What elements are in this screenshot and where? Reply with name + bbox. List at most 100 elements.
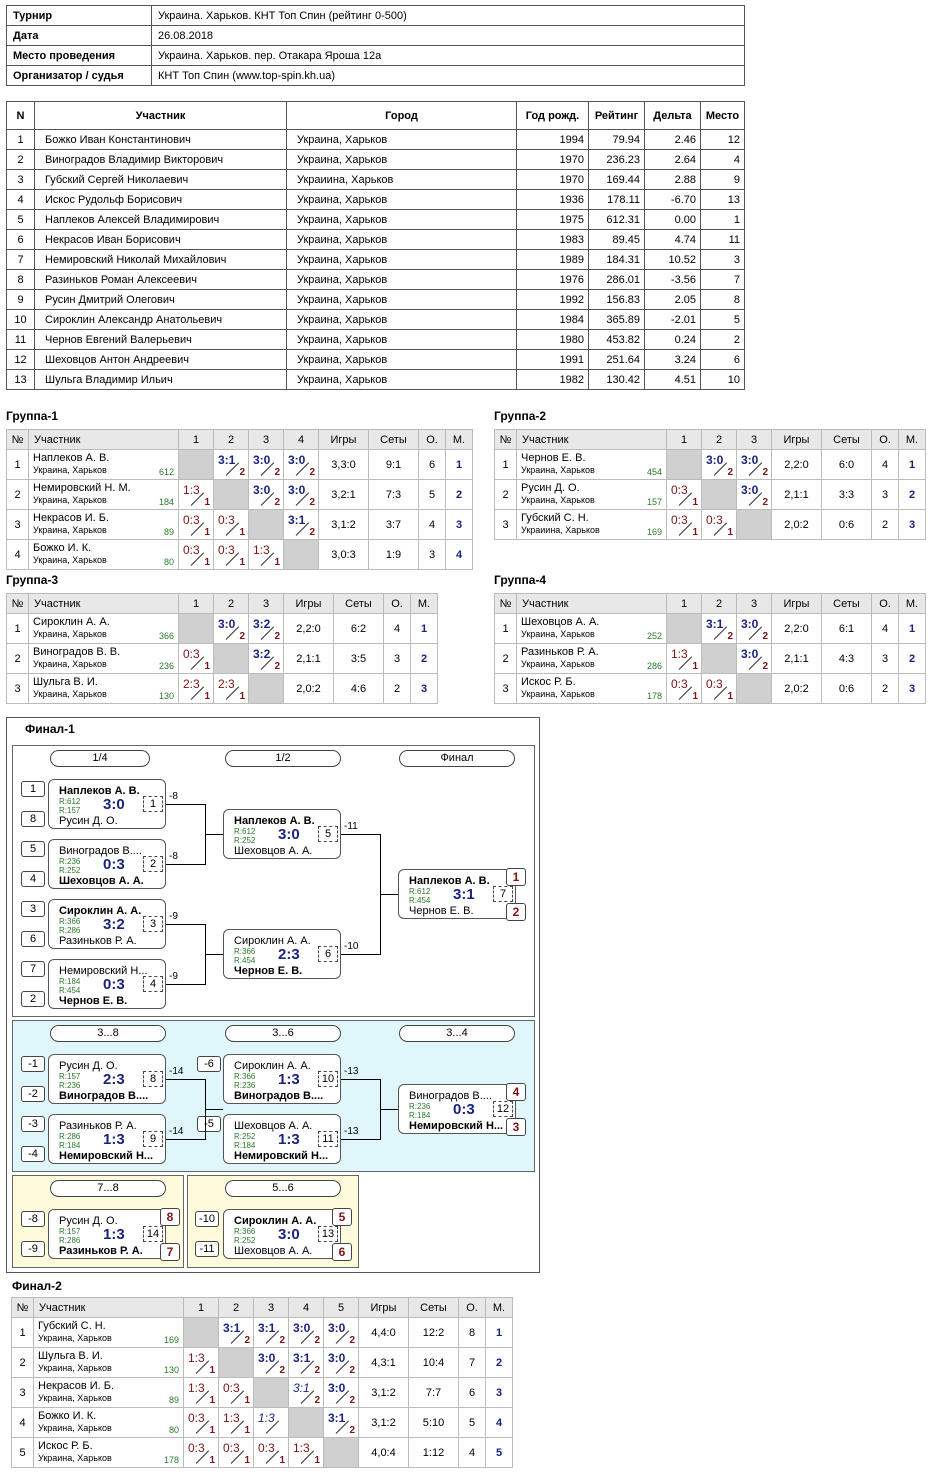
- player-city: Украина, Харьков: [38, 1333, 112, 1343]
- match-player-2: Виноградов В....: [234, 1090, 324, 1102]
- col-n: №: [6, 429, 29, 450]
- score-points: 1: [692, 661, 698, 672]
- match-cell: 3:1 2: [288, 1377, 324, 1408]
- player-rating: 80: [163, 557, 174, 567]
- match-cell: 3:1 2: [701, 613, 737, 644]
- match-cell: 1:3 1: [183, 1377, 219, 1408]
- points: 6: [418, 449, 446, 480]
- score-value: 3:1: [223, 1321, 241, 1335]
- info-row: Турнир Украина. Харьков. КНТ Топ Спин (ре…: [6, 5, 745, 26]
- player-city: Украина, Харьков: [38, 1453, 112, 1463]
- participant-cell: 0.24: [644, 329, 701, 350]
- player-city: Украина, Харьков: [33, 629, 107, 639]
- final-place-box: 6: [332, 1243, 352, 1261]
- participant-cell: Украина, Харьков: [286, 309, 517, 330]
- group-row: 1 Сироклин А. А. Украина, Харьков 366 3:0 2 3:…: [6, 613, 438, 644]
- row-number: 4: [11, 1407, 34, 1438]
- score-value: 3:0: [328, 1321, 346, 1335]
- score-points: 1: [727, 527, 733, 538]
- participant-cell: Украина, Харьков: [286, 329, 517, 350]
- match-rating-1: R:252: [234, 1132, 256, 1141]
- group-row: 1 Чернов Е. В. Украина, Харьков 454 3:0 2 3:0 2…: [494, 449, 926, 480]
- score-points: 1: [244, 1425, 250, 1436]
- participant-cell: 1975: [516, 209, 589, 230]
- score-value: 3:1: [258, 1321, 276, 1335]
- match-cell: [666, 613, 702, 644]
- games: 4,0:4: [358, 1437, 409, 1468]
- score-cell: 3:0 2: [737, 450, 771, 479]
- participant-cell: Шеховцов Антон Андреевич: [34, 349, 287, 370]
- participant-row: 11 Чернов Евгений Валерьевич Украина, Харь…: [6, 329, 745, 350]
- match-score: 0:3: [453, 1101, 475, 1118]
- match-number: 1: [143, 796, 163, 812]
- row-number: 3: [6, 673, 29, 704]
- score-points: 1: [209, 1455, 215, 1466]
- score-points: 1: [692, 527, 698, 538]
- participant-cell: 1992: [516, 289, 589, 310]
- player-city: Украина, Харьков: [521, 659, 595, 669]
- col-opponent: 1: [183, 1297, 219, 1318]
- final-place-box: 4: [506, 1083, 526, 1101]
- score-points: 2: [279, 1335, 285, 1346]
- column-header: Место: [700, 101, 745, 130]
- participant-cell: 612.31: [588, 209, 645, 230]
- participant-cell: 1976: [516, 269, 589, 290]
- match-score: 3:0: [278, 1226, 300, 1243]
- participant-cell: 5: [700, 309, 745, 330]
- column-header: Рейтинг: [588, 101, 645, 130]
- participant-cell: 89.45: [588, 229, 645, 250]
- place: 2: [410, 643, 438, 674]
- match-cell: [288, 1407, 324, 1438]
- player-name: Виноградов В. В.: [33, 646, 121, 658]
- match-rating-1: R:612: [234, 827, 256, 836]
- match-number: 14: [143, 1226, 163, 1242]
- match-cell: 1:3 1: [183, 1347, 219, 1378]
- player-name: Шульга В. И.: [38, 1350, 103, 1362]
- group-row: 2 Виноградов В. В. Украина, Харьков 236 0:3 1…: [6, 643, 438, 674]
- score-points: 1: [279, 1455, 285, 1466]
- group-header: № Участник 1 2 3 Игры Сеты О. М.: [6, 593, 438, 614]
- match-cell: 0:3 1: [218, 1437, 254, 1468]
- player-cell: Некрасов И. Б. Украина, Харьков 89: [33, 1377, 184, 1408]
- bracket-line: [166, 984, 206, 985]
- points: 4: [383, 613, 411, 644]
- score-cell: 3:0 2: [284, 480, 318, 509]
- match-player-2: Шеховцов А. А.: [234, 1245, 313, 1257]
- score-cell: 3:2 2: [249, 644, 283, 673]
- place: 3: [898, 509, 926, 540]
- match-cell: 2:3 1: [178, 673, 214, 704]
- seed-box: 3: [21, 901, 45, 917]
- match-score: 1:3: [103, 1226, 125, 1243]
- match-rating-1: R:157: [59, 1072, 81, 1081]
- score-points: 1: [239, 557, 245, 568]
- participant-cell: 4.74: [644, 229, 701, 250]
- score-value: 0:3: [218, 513, 235, 527]
- info-row: Дата 26.08.2018: [6, 25, 745, 46]
- match-cell: 3:1 2: [283, 509, 319, 540]
- match-player-1: Сироклин А. А.: [234, 935, 311, 947]
- match-cell: 0:3 1: [213, 539, 249, 570]
- match-number: 3: [143, 916, 163, 932]
- match-rating-1: R:612: [59, 797, 81, 806]
- match-player-2: Шеховцов А. А.: [59, 875, 144, 887]
- score-cell: 3:1 2: [219, 1318, 253, 1347]
- score-cell: 0:3 1: [179, 540, 213, 569]
- score-points: 1: [314, 1455, 320, 1466]
- bracket-match: Наплеков А. В. R:612 R:454 3:1 7 Чернов Е. В.: [398, 869, 516, 919]
- score-cell: 3:0 2: [737, 614, 771, 643]
- score-value: 3:0: [253, 453, 271, 467]
- score-points: 2: [349, 1425, 355, 1436]
- row-number: 2: [494, 643, 517, 674]
- score-cell: 3:0 2: [214, 614, 248, 643]
- participant-cell: Украина, Харьков: [286, 249, 517, 270]
- match-player-1: Наплеков А. В.: [59, 785, 140, 797]
- match-player-1: Разиньков Р. А.: [59, 1120, 137, 1132]
- participant-row: 5 Наплеков Алексей Владимирович Украина, Х…: [6, 209, 745, 230]
- score-cell: 3:1 2: [284, 510, 318, 539]
- participant-cell: Божко Иван Константинович: [34, 129, 287, 150]
- seed-box: -2: [21, 1086, 45, 1102]
- bracket-match: Шеховцов А. А. R:252 R:184 1:3 11 Немировский…: [223, 1114, 341, 1164]
- participant-cell: 1980: [516, 329, 589, 350]
- col-opponent: 3: [253, 1297, 289, 1318]
- match-score: 1:3: [278, 1131, 300, 1148]
